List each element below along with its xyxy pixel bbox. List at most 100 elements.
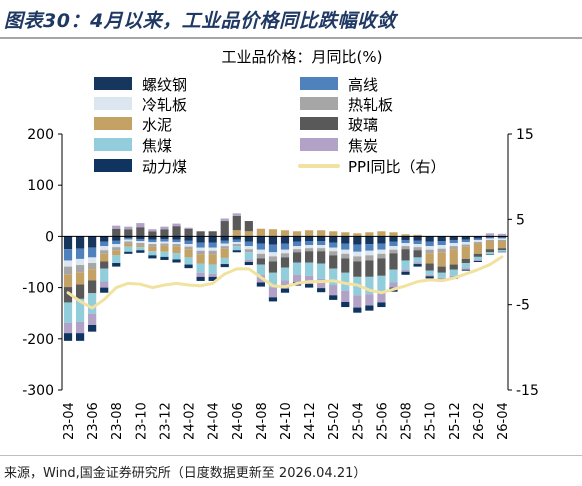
bar-segment	[232, 213, 241, 216]
bar-segment	[401, 260, 410, 270]
bar-segment	[184, 236, 193, 241]
bar-segment	[63, 322, 73, 334]
bar-segment	[305, 241, 314, 246]
bar-segment	[160, 241, 169, 244]
bar-segment	[413, 247, 422, 251]
bar-segment	[136, 245, 145, 248]
bar-segment	[389, 246, 398, 250]
bar-segment	[425, 246, 434, 250]
bar-segment	[75, 298, 85, 322]
legend-label: 动力煤	[142, 158, 187, 176]
axes-layer: -300 -200 -100 0 100 200 -15 -5 5 15 23-04 23-06 23-…	[22, 127, 539, 440]
bar-segment	[160, 256, 169, 260]
bar-segment	[280, 249, 290, 254]
legend-swatch	[94, 159, 132, 172]
bar-segment	[112, 247, 121, 251]
bar-segment	[208, 264, 217, 274]
bar-segment	[485, 237, 495, 239]
bar-segment	[124, 251, 133, 254]
bar-segment	[172, 226, 181, 237]
bar-segment	[232, 244, 241, 247]
bar-segment	[377, 249, 386, 254]
bar-segment	[220, 246, 229, 249]
bar-segment	[268, 261, 278, 273]
bar-segment	[268, 272, 278, 288]
bar-segment	[88, 269, 97, 281]
bar-segment	[63, 287, 73, 303]
bar-segment	[244, 252, 253, 260]
bar-segment	[317, 248, 326, 252]
bar-segment	[365, 294, 374, 306]
bar-segment	[160, 236, 169, 239]
bar-segment	[256, 249, 265, 254]
bar-segment	[329, 268, 338, 286]
bar-segment	[244, 231, 253, 237]
bar-segment	[220, 218, 229, 222]
bar-segment	[172, 223, 181, 227]
bar-segment	[497, 236, 507, 238]
bar-segment	[100, 236, 109, 242]
bar-segment	[317, 241, 326, 246]
bar-segment	[389, 232, 398, 237]
bar-segment	[329, 231, 338, 237]
legend-label: 高线	[348, 76, 378, 94]
bar-segment	[75, 258, 85, 266]
bar-segment	[208, 273, 217, 277]
y-left-tick-label: -300	[22, 383, 54, 399]
bar-segment	[256, 253, 265, 259]
bar-segment	[196, 231, 205, 237]
bar-segment	[112, 255, 121, 264]
bar-segment	[341, 249, 350, 254]
bar-segment	[232, 246, 241, 251]
x-tick-label: 25-12	[448, 402, 463, 440]
x-tick-label: 24-06	[231, 402, 246, 440]
bar-segment	[148, 246, 157, 252]
bar-segment	[280, 236, 290, 244]
bar-segment	[244, 249, 253, 253]
bar-segment	[389, 236, 398, 242]
bar-segment	[100, 253, 109, 262]
bar-segment	[124, 237, 133, 240]
bar-segment	[425, 276, 434, 279]
bar-segment	[136, 250, 145, 253]
bar-segment	[317, 278, 326, 289]
bar-segment	[232, 215, 241, 231]
bar-segment	[75, 272, 85, 285]
bar-segment	[461, 244, 470, 247]
bar-segment	[389, 269, 398, 283]
bar-segment	[377, 292, 386, 303]
bar-segment	[208, 236, 217, 243]
bar-segment	[401, 243, 410, 247]
bar-segment	[317, 245, 326, 249]
bar-segment	[196, 250, 205, 255]
legend-label: 焦煤	[142, 137, 172, 155]
bar-segment	[305, 262, 314, 276]
bar-segment	[100, 261, 109, 269]
bar-segment	[437, 241, 446, 246]
bar-segment	[184, 264, 193, 269]
bar-segment	[220, 264, 229, 268]
x-tick-label: 23-10	[134, 402, 149, 440]
bar-segment	[329, 255, 338, 269]
bar-segment	[100, 281, 109, 288]
bar-segment	[88, 257, 97, 264]
footer-divider	[0, 455, 582, 456]
bar-segment	[196, 236, 205, 243]
bar-segment	[305, 251, 314, 263]
bar-segment	[341, 253, 350, 259]
bar-segment	[112, 236, 121, 241]
bar-segment	[485, 239, 495, 241]
bar-segment	[317, 230, 326, 237]
legend-label: 玻璃	[348, 116, 378, 134]
legend-swatch	[300, 138, 338, 151]
bar-segment	[208, 276, 217, 281]
bar-segment	[63, 274, 73, 288]
bar-segment	[485, 252, 495, 255]
legend-label: 螺纹钢	[142, 76, 187, 94]
source-note: 来源，Wind,国金证券研究所（日度数据更新至 2026.04.21）	[4, 466, 367, 481]
bar-segment	[63, 236, 73, 250]
bar-segment	[473, 236, 482, 239]
bar-segment	[148, 244, 157, 247]
bar-segment	[160, 251, 169, 257]
bar-segment	[100, 287, 109, 293]
